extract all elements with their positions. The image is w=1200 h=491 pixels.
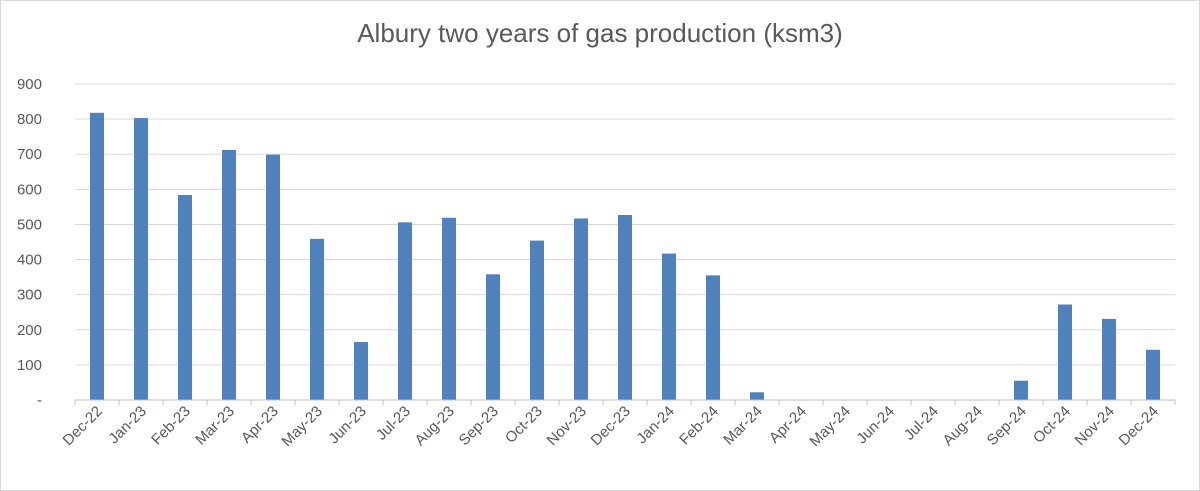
bar [1102, 318, 1116, 400]
x-tick-label: Mar-23 [192, 403, 238, 449]
bar [222, 150, 236, 400]
x-tick-label: Nov-23 [544, 403, 590, 449]
x-tick-label: Mar-24 [720, 403, 766, 449]
bar [662, 253, 676, 400]
y-tick-label: 600 [17, 181, 42, 198]
y-tick-label: - [37, 392, 42, 409]
x-tick-label: Jul-23 [373, 403, 414, 444]
x-tick-label: May-24 [806, 403, 853, 450]
x-tick-label: Dec-24 [1116, 403, 1162, 449]
x-tick-label: Dec-22 [60, 403, 106, 449]
y-tick-label: 800 [17, 111, 42, 128]
bar [1014, 380, 1028, 400]
bar [354, 342, 368, 400]
bar [442, 217, 456, 400]
bar [1146, 349, 1160, 400]
x-tick-label: Jun-24 [853, 403, 897, 447]
y-tick-label: 300 [17, 287, 42, 304]
x-tick-label: Sep-23 [456, 403, 502, 449]
x-tick-label: Apr-23 [238, 403, 282, 447]
x-tick-label: Aug-24 [940, 403, 986, 449]
bar [310, 238, 324, 400]
y-tick-label: 700 [17, 146, 42, 163]
x-tick-label: Jul-24 [901, 403, 942, 444]
bar [1058, 304, 1072, 400]
x-tick-label: May-23 [278, 403, 325, 450]
x-tick-label: Jun-23 [325, 403, 369, 447]
bar [486, 274, 500, 400]
bar [574, 218, 588, 400]
y-tick-label: 200 [17, 322, 42, 339]
bar [134, 118, 148, 401]
bar [266, 154, 280, 400]
x-tick-label: Oct-24 [1030, 403, 1074, 447]
bars [90, 112, 1160, 401]
bar [750, 392, 764, 400]
x-tick-label: Aug-23 [412, 403, 458, 449]
bar [398, 222, 412, 400]
x-tick-label: Dec-23 [588, 403, 634, 449]
y-tick-label: 400 [17, 252, 42, 269]
x-tick-label: Apr-24 [766, 403, 810, 447]
x-tick-label: Feb-23 [148, 403, 194, 449]
y-axis: - 100 200 300 400 500 600 700 800 900 [17, 76, 42, 409]
x-tick-label: Feb-24 [676, 403, 722, 449]
bar [706, 275, 720, 400]
bar [178, 194, 192, 400]
y-tick-label: 100 [17, 357, 42, 374]
x-tick-label: Nov-24 [1072, 403, 1118, 449]
x-tick-label: Jan-24 [633, 403, 677, 447]
chart-title: Albury two years of gas production (ksm3… [357, 18, 843, 48]
x-tick-label: Sep-24 [984, 403, 1030, 449]
bar [530, 240, 544, 400]
bar [90, 112, 104, 401]
y-tick-label: 500 [17, 216, 42, 233]
x-tick-label: Jan-23 [105, 403, 149, 447]
x-tick-label: Oct-23 [502, 403, 546, 447]
bar [618, 214, 632, 400]
y-tick-label: 900 [17, 76, 42, 93]
